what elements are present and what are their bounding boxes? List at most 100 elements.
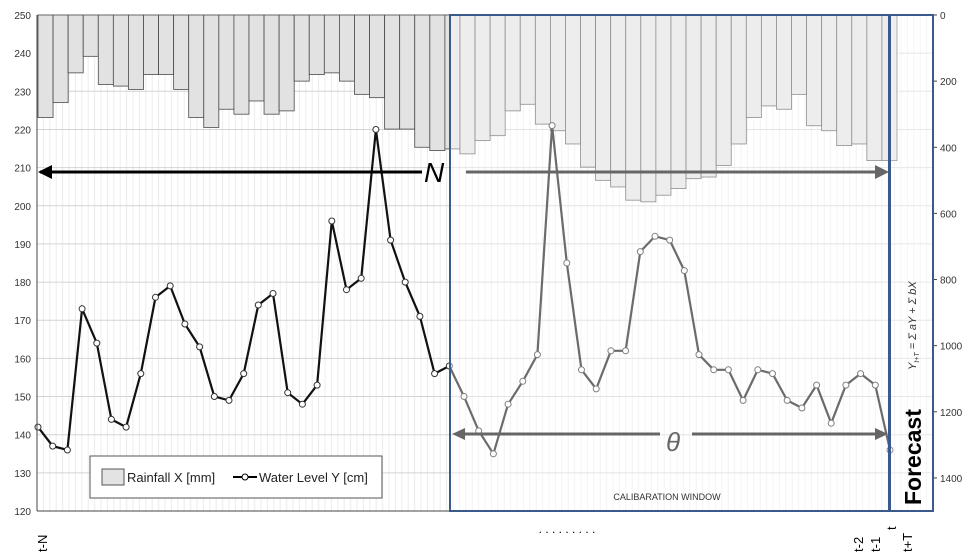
rainfall-bar bbox=[369, 14, 386, 99]
formula-rest3: + Σ b bbox=[907, 289, 919, 317]
water-level-point bbox=[607, 347, 615, 355]
calibration-window bbox=[449, 14, 890, 512]
water-level-point bbox=[122, 423, 130, 431]
n-arrow-right-head bbox=[875, 165, 889, 179]
water-level-point bbox=[813, 381, 821, 389]
svg-text:Yt+T = Σ aY + Σ bX: Yt+T = Σ aY + Σ bX bbox=[907, 281, 921, 370]
water-level-point bbox=[724, 366, 732, 374]
water-level-point bbox=[34, 423, 42, 431]
right-tick-label: 800 bbox=[940, 276, 957, 287]
rainfall-bar bbox=[52, 14, 69, 104]
rainfall-bar bbox=[97, 14, 114, 85]
water-level-point bbox=[210, 393, 218, 400]
water-level-point bbox=[416, 312, 424, 320]
rainfall-bar bbox=[158, 14, 175, 75]
n-label: N bbox=[424, 157, 445, 188]
rainfall-bar bbox=[278, 14, 295, 112]
left-tick-label: 160 bbox=[14, 354, 31, 365]
legend-rainfall-label: Rainfall X [mm] bbox=[127, 470, 215, 485]
water-level-point bbox=[49, 442, 57, 450]
left-tick-label: 180 bbox=[14, 278, 31, 289]
water-level-point bbox=[372, 126, 380, 133]
right-tick-label: 1400 bbox=[940, 474, 963, 485]
water-level-point bbox=[592, 385, 600, 393]
water-level-point bbox=[695, 351, 703, 359]
water-level-point bbox=[240, 370, 248, 378]
water-level-point bbox=[298, 400, 306, 408]
rainfall-bar bbox=[384, 14, 401, 130]
forecast-formula: Yt+T = Σ aY + Σ bX bbox=[907, 281, 921, 370]
water-level-point bbox=[548, 122, 556, 130]
water-level-point bbox=[401, 278, 409, 286]
water-level-point bbox=[181, 320, 189, 328]
right-tick-label: 600 bbox=[940, 209, 957, 220]
water-level-point bbox=[343, 286, 350, 294]
rainfall-bar bbox=[354, 14, 370, 95]
rainfall-bar bbox=[248, 14, 265, 102]
water-level-point bbox=[680, 267, 688, 275]
legend: Rainfall X [mm] Water Level Y [cm] bbox=[89, 455, 383, 499]
rainfall-bar bbox=[338, 14, 355, 82]
legend-water-label: Water Level Y [cm] bbox=[259, 470, 368, 485]
water-level-point bbox=[533, 351, 541, 359]
x-tick-t: t bbox=[884, 526, 899, 530]
rainfall-bar bbox=[203, 14, 220, 128]
water-level-point bbox=[651, 232, 659, 240]
left-tick-label: 120 bbox=[14, 507, 31, 518]
water-level-point bbox=[842, 381, 850, 389]
forecast-label: Forecast bbox=[900, 409, 926, 505]
water-level-point bbox=[431, 370, 439, 378]
water-level-point bbox=[827, 419, 835, 427]
n-arrow-left-head bbox=[38, 165, 52, 179]
x-tick-t-plus-T: t+T bbox=[900, 533, 915, 552]
x-tick-labels: t-N t-2 t-1 t t+T . . . . . . . . . bbox=[35, 522, 915, 552]
formula-lhs-sub: t+T bbox=[914, 352, 921, 363]
water-level-point bbox=[166, 282, 174, 290]
right-tick-label: 400 bbox=[940, 143, 957, 154]
theta-arrow-right-head bbox=[875, 428, 888, 440]
rainfall-bar bbox=[188, 14, 205, 118]
x-ellipsis: . . . . . . . . . bbox=[539, 522, 596, 536]
x-tick-t-2: t-2 bbox=[851, 537, 866, 552]
rainfall-bar bbox=[399, 14, 416, 130]
rainfall-bar bbox=[82, 14, 99, 57]
calibration-window-label: CALIBARATION WINDOW bbox=[613, 492, 721, 502]
right-tick-label: 200 bbox=[940, 77, 957, 88]
water-level-point bbox=[387, 236, 395, 244]
water-level-point bbox=[196, 343, 204, 351]
water-level-point bbox=[489, 450, 497, 458]
water-level-point bbox=[578, 366, 585, 374]
water-level-point bbox=[269, 290, 277, 297]
rainfall-bar bbox=[112, 14, 129, 87]
water-level-point bbox=[78, 305, 86, 313]
left-tick-label: 190 bbox=[14, 240, 31, 251]
rainfall-bar bbox=[233, 14, 250, 115]
rainfall-bar bbox=[308, 14, 325, 75]
left-tick-label: 240 bbox=[14, 49, 31, 60]
legend-box bbox=[89, 455, 383, 499]
water-level-point bbox=[622, 347, 630, 355]
water-level-point bbox=[710, 366, 718, 374]
water-level-point bbox=[225, 396, 233, 404]
water-level-point bbox=[460, 393, 468, 400]
water-level-point bbox=[739, 396, 747, 404]
rainfall-bar bbox=[173, 14, 190, 90]
water-level-point bbox=[636, 248, 644, 256]
water-level-point bbox=[107, 415, 115, 423]
water-level-point bbox=[357, 274, 365, 282]
water-level-point bbox=[754, 366, 762, 374]
rainfall-bar bbox=[143, 14, 159, 75]
rainfall-bar bbox=[263, 14, 280, 115]
left-tick-label: 140 bbox=[14, 431, 31, 442]
left-tick-label: 130 bbox=[14, 469, 31, 480]
rainfall-bar bbox=[293, 14, 310, 82]
rainfall-bar bbox=[37, 14, 54, 118]
water-level-point bbox=[504, 400, 512, 408]
legend-rainfall-swatch bbox=[101, 468, 125, 486]
water-level-point bbox=[666, 236, 674, 244]
theta-label: θ bbox=[666, 427, 680, 457]
right-tick-label: 0 bbox=[940, 11, 946, 22]
rainfall-bar bbox=[67, 14, 84, 74]
right-tick-label: 1200 bbox=[940, 408, 963, 419]
